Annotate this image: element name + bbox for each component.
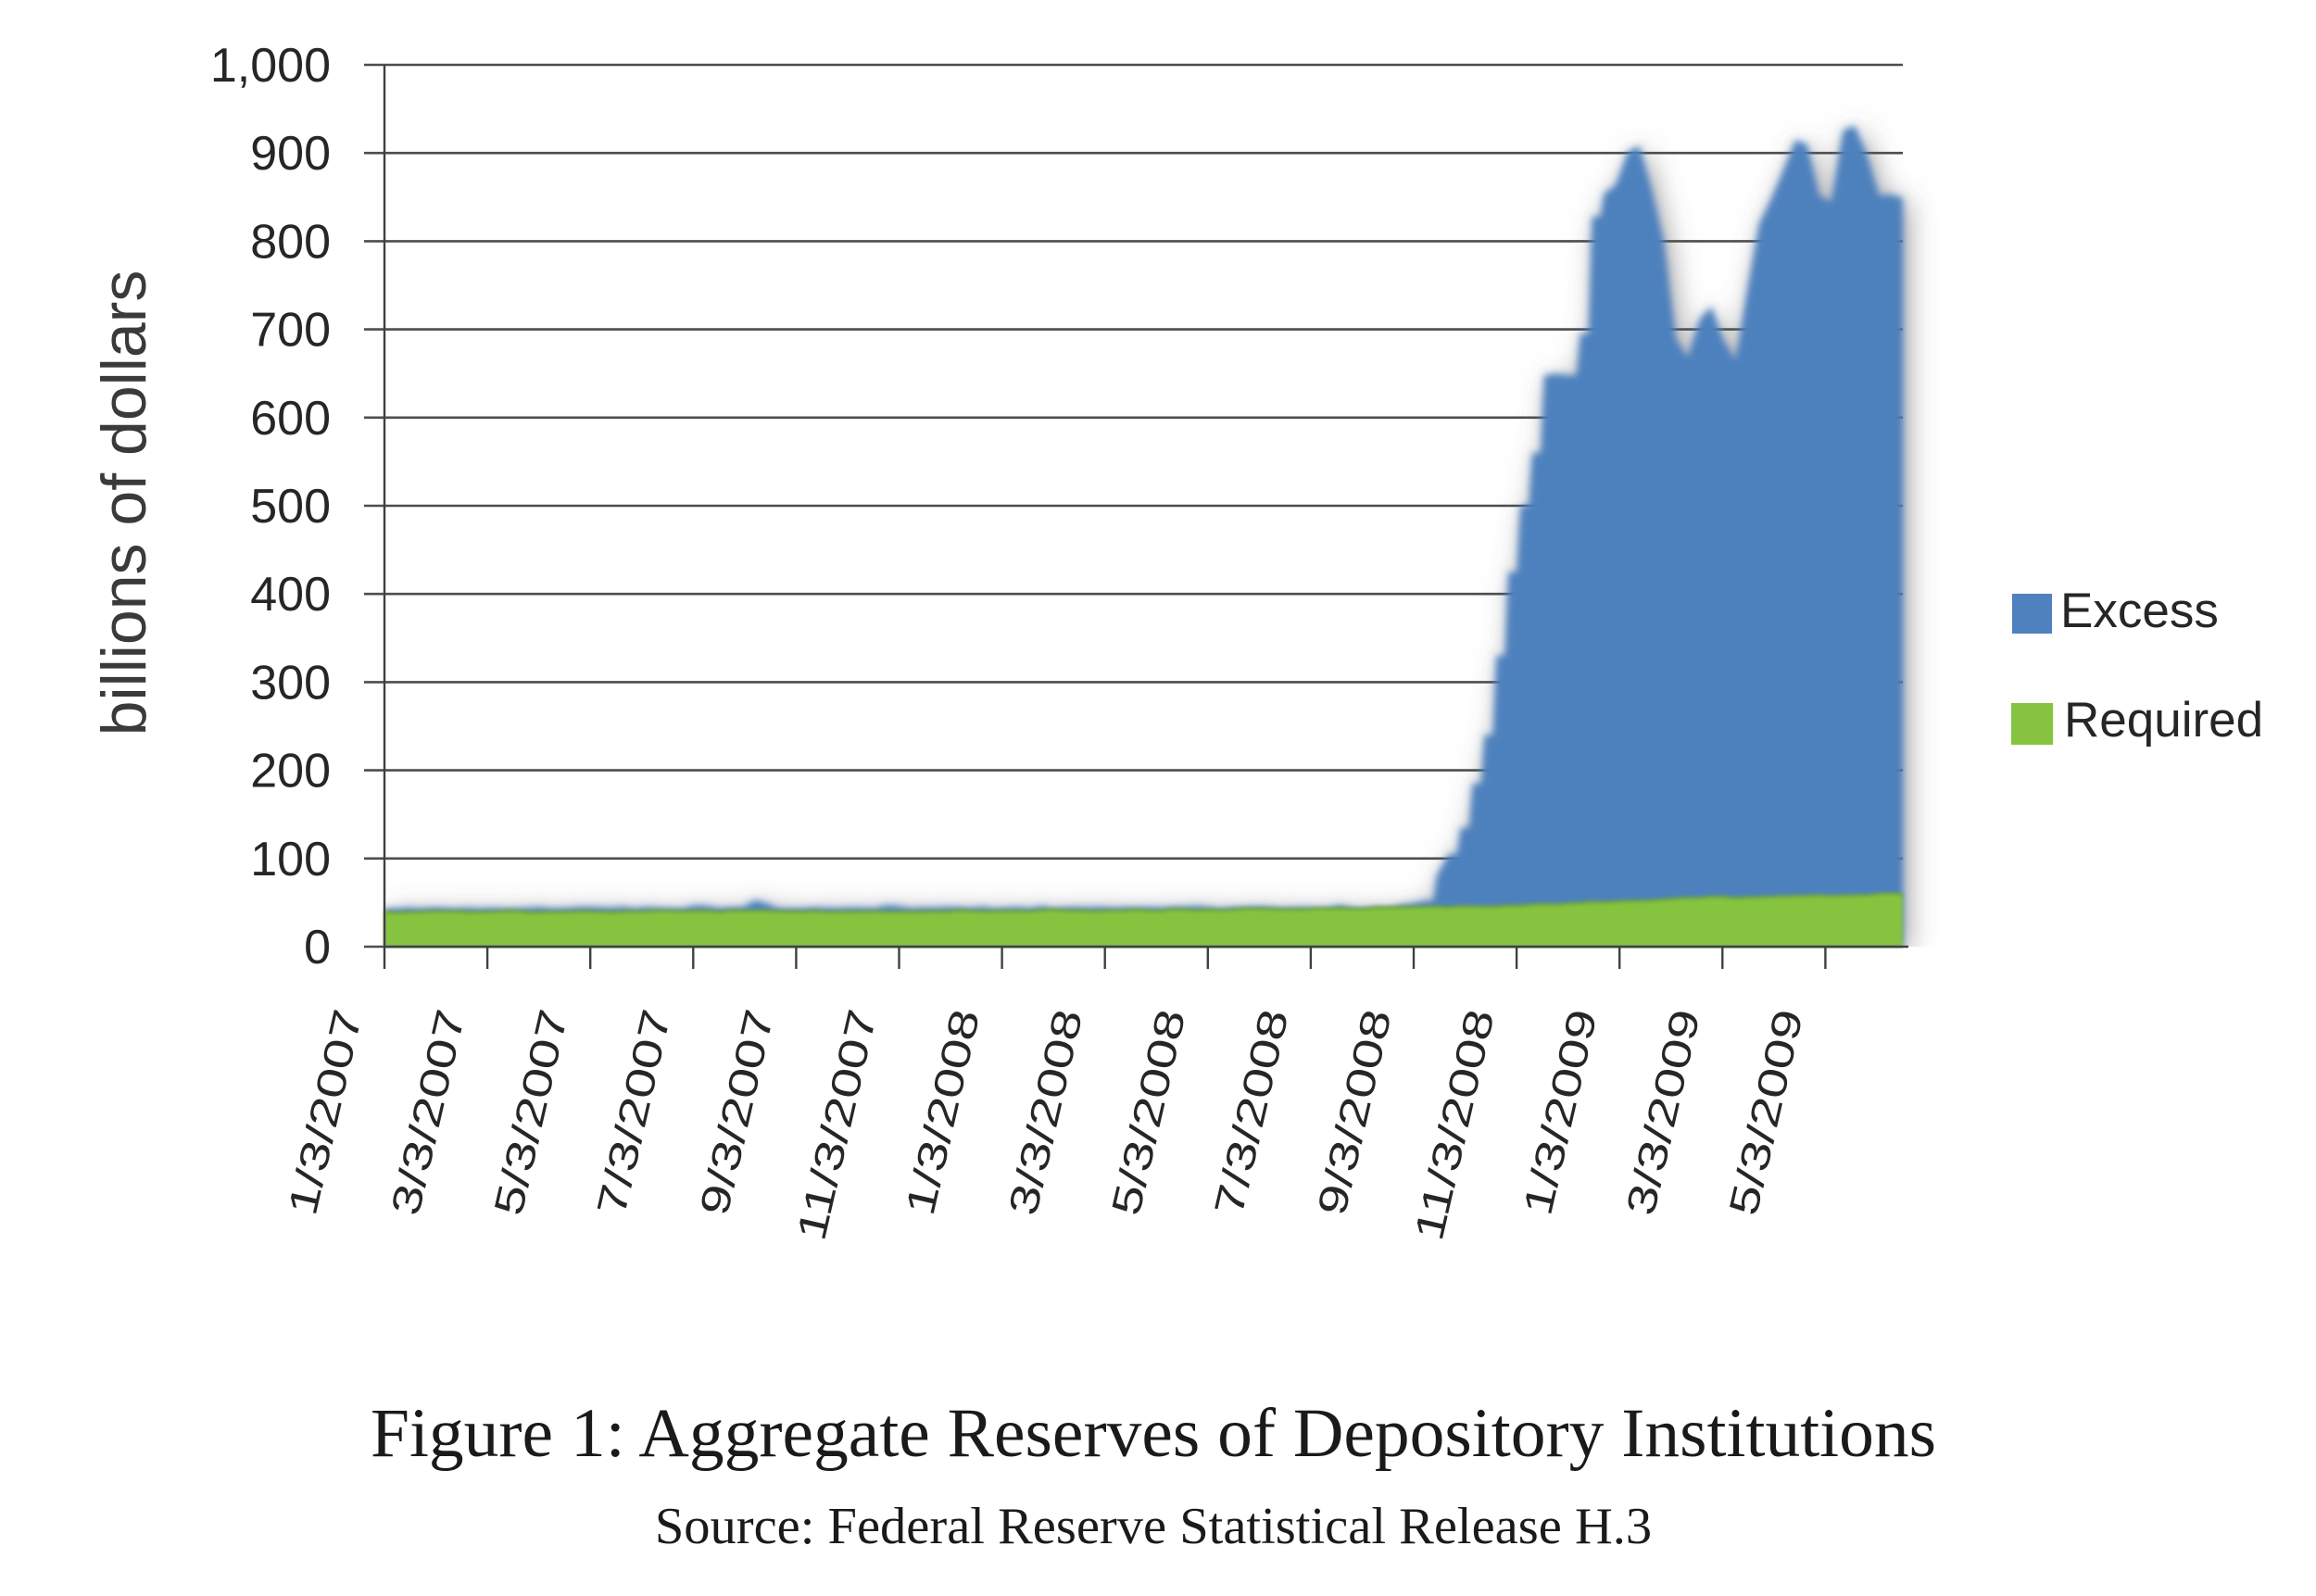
svg-text:0: 0 (304, 921, 331, 974)
svg-text:Excess: Excess (2060, 584, 2219, 638)
svg-text:800: 800 (250, 215, 331, 269)
svg-text:300: 300 (250, 656, 331, 710)
svg-text:Figure 1: Aggregate Reserves o: Figure 1: Aggregate Reserves of Deposito… (371, 1395, 1936, 1472)
svg-text:600: 600 (250, 392, 331, 446)
svg-text:100: 100 (250, 833, 331, 886)
svg-text:900: 900 (250, 127, 331, 181)
svg-text:Source: Federal Reserve Statis: Source: Federal Reserve Statistical Rele… (655, 1498, 1652, 1555)
svg-text:billions of dollars: billions of dollars (89, 270, 159, 736)
svg-text:200: 200 (250, 745, 331, 798)
svg-text:1,000: 1,000 (210, 39, 331, 93)
svg-text:Required: Required (2064, 693, 2263, 748)
svg-text:400: 400 (250, 568, 331, 622)
svg-text:700: 700 (250, 304, 331, 358)
svg-text:500: 500 (250, 480, 331, 534)
